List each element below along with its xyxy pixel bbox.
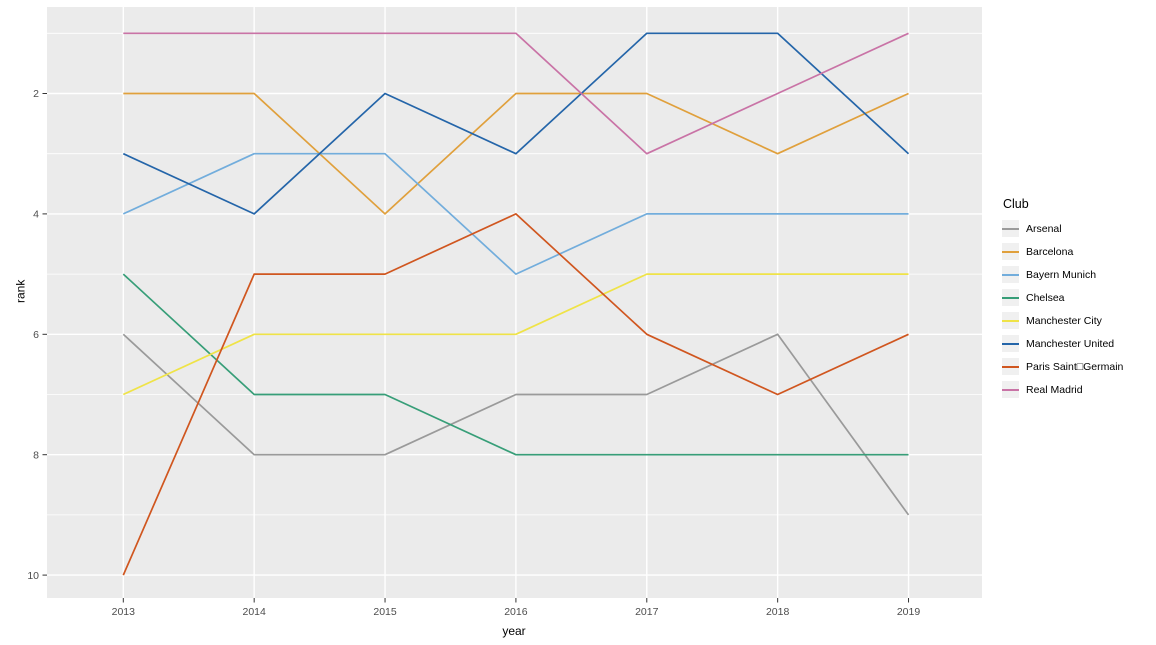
legend-item-label: Paris Saint□Germain	[1026, 360, 1124, 373]
legend-item: Arsenal	[1002, 217, 1154, 240]
x-tick-label-2018: 2018	[766, 606, 790, 618]
legend-key-line	[1002, 296, 1019, 299]
y-axis: 2 4 6 8 10	[27, 88, 47, 582]
legend-item-label: Barcelona	[1026, 245, 1074, 258]
legend-key-line	[1002, 319, 1019, 322]
legend-item: Real Madrid	[1002, 378, 1154, 401]
legend-item: Manchester City	[1002, 309, 1154, 332]
legend-key-line	[1002, 250, 1019, 253]
legend-key	[1002, 358, 1019, 375]
legend-item: Barcelona	[1002, 240, 1154, 263]
series-line-real-madrid	[123, 32, 909, 155]
y-tick-label-8: 8	[33, 449, 39, 461]
legend-key-line	[1002, 273, 1019, 276]
legend-key	[1002, 266, 1019, 283]
x-tick-label-2017: 2017	[635, 606, 659, 618]
x-axis-title: year	[502, 624, 526, 638]
legend-item: Paris Saint□Germain	[1002, 355, 1154, 378]
legend-item: Bayern Munich	[1002, 263, 1154, 286]
legend: Club Arsenal Barcelona Bayern Munich Chelse…	[1002, 197, 1154, 401]
series-line-paris-saint-germain	[122, 213, 909, 576]
legend-key-line	[1002, 365, 1019, 368]
legend-key	[1002, 243, 1019, 260]
legend-item-label: Real Madrid	[1026, 383, 1083, 396]
legend-item: Manchester United	[1002, 332, 1154, 355]
legend-key	[1002, 312, 1019, 329]
series-line-chelsea	[122, 273, 909, 456]
legend-item-label: Manchester United	[1026, 337, 1115, 350]
series-line-bayern-munich	[122, 152, 909, 275]
series-line-barcelona	[123, 92, 909, 215]
legend-key	[1002, 289, 1019, 306]
y-axis-title: rank	[13, 279, 28, 303]
series-line-manchester-city	[122, 273, 909, 396]
legend-key	[1002, 220, 1019, 237]
legend-item-label: Manchester City	[1026, 314, 1102, 327]
y-tick-label-6: 6	[33, 329, 39, 341]
legend-key-line	[1002, 227, 1019, 230]
series-lines	[122, 32, 910, 576]
x-tick-label-2014: 2014	[242, 606, 266, 618]
legend-item-label: Bayern Munich	[1026, 268, 1097, 281]
legend-key-line	[1002, 388, 1019, 391]
y-tick-label-4: 4	[33, 209, 39, 221]
legend-key	[1002, 381, 1019, 398]
y-tick-label-10: 10	[27, 570, 39, 582]
x-tick-label-2016: 2016	[504, 606, 528, 618]
series-line-arsenal	[122, 333, 910, 516]
legend-items: Arsenal Barcelona Bayern Munich Chelsea Manc…	[1002, 217, 1154, 401]
x-axis: 2013 2014 2015 2016 2017 2018 2019	[112, 598, 921, 618]
panel-background	[47, 7, 982, 598]
legend-key-line	[1002, 342, 1019, 345]
legend-title: Club	[1003, 197, 1029, 211]
legend-key	[1002, 335, 1019, 352]
x-tick-label-2015: 2015	[373, 606, 397, 618]
legend-item-label: Chelsea	[1026, 291, 1065, 304]
legend-item-label: Arsenal	[1026, 222, 1062, 235]
series-line-manchester-united	[122, 32, 910, 215]
x-tick-label-2013: 2013	[112, 606, 136, 618]
gridlines	[47, 7, 982, 598]
x-tick-label-2019: 2019	[897, 606, 921, 618]
legend-item: Chelsea	[1002, 286, 1154, 309]
y-tick-label-2: 2	[33, 88, 39, 100]
